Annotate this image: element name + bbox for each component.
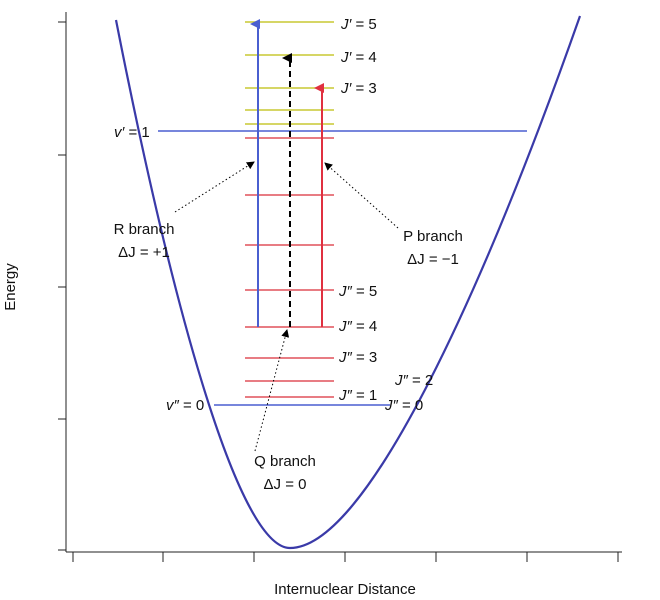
lower-j5-label: J″ = 5 bbox=[338, 283, 377, 300]
q-branch-leader bbox=[254, 329, 290, 452]
q-branch-delta: ΔJ = 0 bbox=[264, 476, 307, 493]
lower-j4-label: J″ = 4 bbox=[338, 318, 377, 335]
p-branch-name: P branch bbox=[403, 228, 463, 245]
r-branch-leader bbox=[174, 161, 255, 213]
x-axis-ticks bbox=[72, 552, 619, 562]
y-axis-title: Energy bbox=[2, 263, 19, 311]
q-branch-name: Q branch bbox=[254, 453, 316, 470]
r-branch-name: R branch bbox=[114, 221, 175, 238]
lower-j2-label: J″ = 2 bbox=[394, 372, 433, 389]
lower-j1-label: J″ = 1 bbox=[338, 387, 377, 404]
p-branch-delta: ΔJ = −1 bbox=[407, 251, 459, 268]
vibrational-v0-label: v″ = 0 bbox=[166, 397, 204, 414]
y-axis-ticks bbox=[58, 21, 66, 551]
potential-energy-curve bbox=[114, 15, 582, 550]
r-branch-delta: ΔJ = +1 bbox=[118, 244, 170, 261]
lower-j0-label: J″ = 0 bbox=[384, 397, 423, 414]
lower-j3-label: J″ = 3 bbox=[338, 349, 377, 366]
x-axis-title: Internuclear Distance bbox=[274, 581, 416, 598]
vibrational-v1-label: v′ = 1 bbox=[114, 124, 150, 141]
p-branch-leader bbox=[324, 162, 399, 229]
plot-axes bbox=[65, 12, 622, 553]
upper-j3-label: J′ = 3 bbox=[340, 80, 377, 97]
upper-j5-label: J′ = 5 bbox=[340, 16, 377, 33]
upper-j4-label: J′ = 4 bbox=[340, 49, 377, 66]
